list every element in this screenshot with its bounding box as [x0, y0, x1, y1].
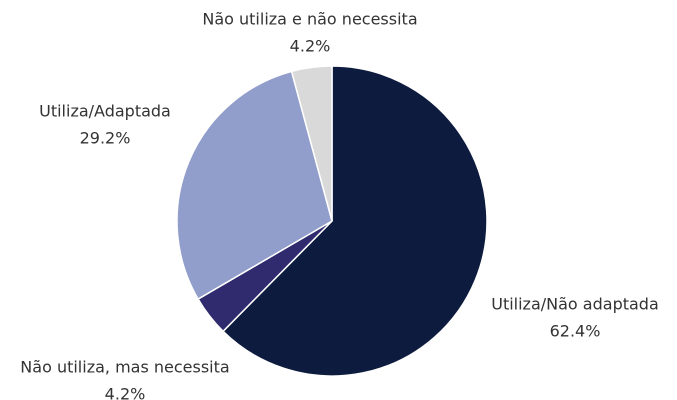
slice-value-label: 29.2%: [80, 129, 131, 148]
slice-value-label: 4.2%: [105, 385, 146, 400]
slice-label: Não utiliza e não necessita: [202, 10, 417, 29]
pie-slice: [290, 65, 333, 222]
slice-value-label: 4.2%: [290, 37, 331, 56]
slice-label: Utiliza/Não adaptada: [491, 295, 659, 314]
pie-slice: [176, 70, 333, 301]
pie-slice: [222, 65, 488, 377]
slice-label: Não utiliza, mas necessita: [20, 358, 229, 377]
slice-value-label: 62.4%: [550, 322, 601, 341]
slice-label: Utiliza/Adaptada: [39, 102, 171, 121]
